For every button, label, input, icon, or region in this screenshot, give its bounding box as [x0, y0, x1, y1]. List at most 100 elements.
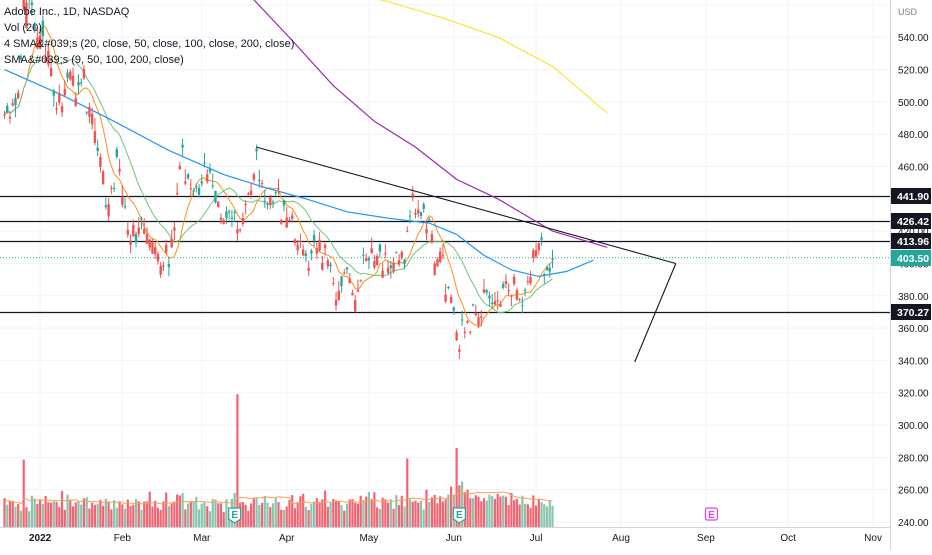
candle-body[interactable] [244, 203, 247, 205]
candle-body[interactable] [397, 260, 401, 265]
candle-body[interactable] [351, 292, 354, 296]
candle-body[interactable] [534, 250, 538, 257]
candle-body[interactable] [482, 289, 486, 293]
candle-body[interactable] [66, 72, 69, 78]
candle-body[interactable] [238, 229, 242, 231]
candle-body[interactable] [285, 217, 288, 228]
earnings-marker[interactable]: E [452, 507, 466, 524]
candle-body[interactable] [488, 295, 491, 299]
candle-body[interactable] [307, 267, 310, 271]
candle-body[interactable] [148, 239, 151, 248]
candle-body[interactable] [140, 218, 143, 220]
candle-body[interactable] [30, 2, 34, 5]
candle-body[interactable] [515, 290, 519, 300]
candle-body[interactable] [526, 281, 530, 283]
candle-body[interactable] [469, 331, 472, 333]
candle-body[interactable] [417, 209, 420, 214]
candle-body[interactable] [491, 302, 494, 305]
candle-body[interactable] [118, 168, 121, 172]
candle-body[interactable] [44, 57, 47, 63]
sma100-line[interactable] [218, 0, 608, 248]
candle-body[interactable] [337, 290, 340, 301]
candle-body[interactable] [334, 299, 338, 306]
candle-body[interactable] [460, 319, 464, 321]
candle-body[interactable] [551, 257, 554, 260]
candle-body[interactable] [184, 181, 187, 184]
candle-body[interactable] [255, 148, 258, 152]
candle-body[interactable] [504, 281, 508, 284]
candle-body[interactable] [329, 264, 332, 267]
candle-body[interactable] [225, 211, 228, 218]
candle-body[interactable] [378, 244, 382, 252]
indicator-volume[interactable]: Vol (20) [4, 22, 42, 34]
candle-body[interactable] [315, 248, 319, 254]
candle-body[interactable] [14, 98, 17, 106]
candle-body[interactable] [80, 82, 83, 84]
candle-body[interactable] [271, 201, 275, 203]
candle-body[interactable] [96, 147, 99, 151]
candle-body[interactable] [318, 239, 321, 251]
candle-body[interactable] [104, 205, 108, 208]
candle-body[interactable] [69, 71, 72, 80]
candle-body[interactable] [321, 262, 324, 270]
candle-body[interactable] [392, 262, 395, 272]
candle-body[interactable] [151, 242, 154, 254]
candle-body[interactable] [192, 190, 195, 192]
triangle-lower-trendline[interactable] [634, 263, 677, 363]
candle-body[interactable] [471, 304, 475, 306]
candle-body[interactable] [422, 204, 425, 209]
candle-body[interactable] [449, 296, 453, 303]
candle-body[interactable] [217, 201, 220, 207]
candle-body[interactable] [512, 276, 516, 284]
earnings-marker[interactable]: E [704, 507, 719, 521]
candle-body[interactable] [356, 290, 360, 292]
candle-body[interactable] [455, 332, 458, 341]
candle-body[interactable] [364, 258, 368, 261]
candle-body[interactable] [181, 144, 184, 148]
candle-body[interactable] [258, 179, 261, 181]
candle-body[interactable] [219, 217, 223, 220]
candle-body[interactable] [38, 35, 42, 49]
candle-body[interactable] [523, 289, 527, 291]
candle-body[interactable] [236, 229, 239, 234]
candle-body[interactable] [214, 190, 217, 203]
candle-body[interactable] [510, 295, 513, 297]
sma9-line[interactable] [4, 25, 553, 328]
candle-body[interactable] [129, 241, 132, 246]
candle-body[interactable] [296, 244, 299, 251]
candle-body[interactable] [88, 106, 91, 117]
candle-body[interactable] [260, 183, 264, 185]
candle-body[interactable] [49, 68, 53, 77]
candle-body[interactable] [137, 227, 140, 234]
candle-body[interactable] [77, 81, 80, 86]
candle-body[interactable] [121, 196, 124, 205]
candle-body[interactable] [189, 188, 193, 190]
candle-body[interactable] [17, 92, 20, 99]
candle-body[interactable] [304, 253, 308, 256]
candle-body[interactable] [389, 265, 393, 268]
candle-body[interactable] [540, 237, 543, 240]
candle-body[interactable] [203, 162, 206, 164]
candle-body[interactable] [419, 212, 423, 216]
candle-body[interactable] [425, 228, 428, 234]
candle-body[interactable] [263, 200, 266, 202]
sma200-line[interactable] [336, 0, 608, 114]
candle-body[interactable] [52, 90, 56, 96]
candle-body[interactable] [112, 188, 116, 190]
candle-body[interactable] [115, 149, 119, 157]
candle-body[interactable] [227, 211, 231, 213]
candle-body[interactable] [430, 234, 434, 244]
candle-body[interactable] [282, 200, 286, 206]
indicator-sma[interactable]: SMA&#039;s (9, 50, 100, 200, close) [4, 54, 184, 66]
candle-body[interactable] [312, 234, 316, 241]
candle-body[interactable] [444, 294, 447, 302]
candle-body[interactable] [384, 253, 387, 255]
candle-body[interactable] [310, 250, 313, 254]
candle-body[interactable] [25, 2, 28, 29]
candle-body[interactable] [145, 234, 149, 244]
candle-body[interactable] [170, 238, 173, 248]
candle-body[interactable] [496, 300, 499, 302]
candle-body[interactable] [343, 272, 346, 274]
candle-body[interactable] [466, 321, 469, 323]
